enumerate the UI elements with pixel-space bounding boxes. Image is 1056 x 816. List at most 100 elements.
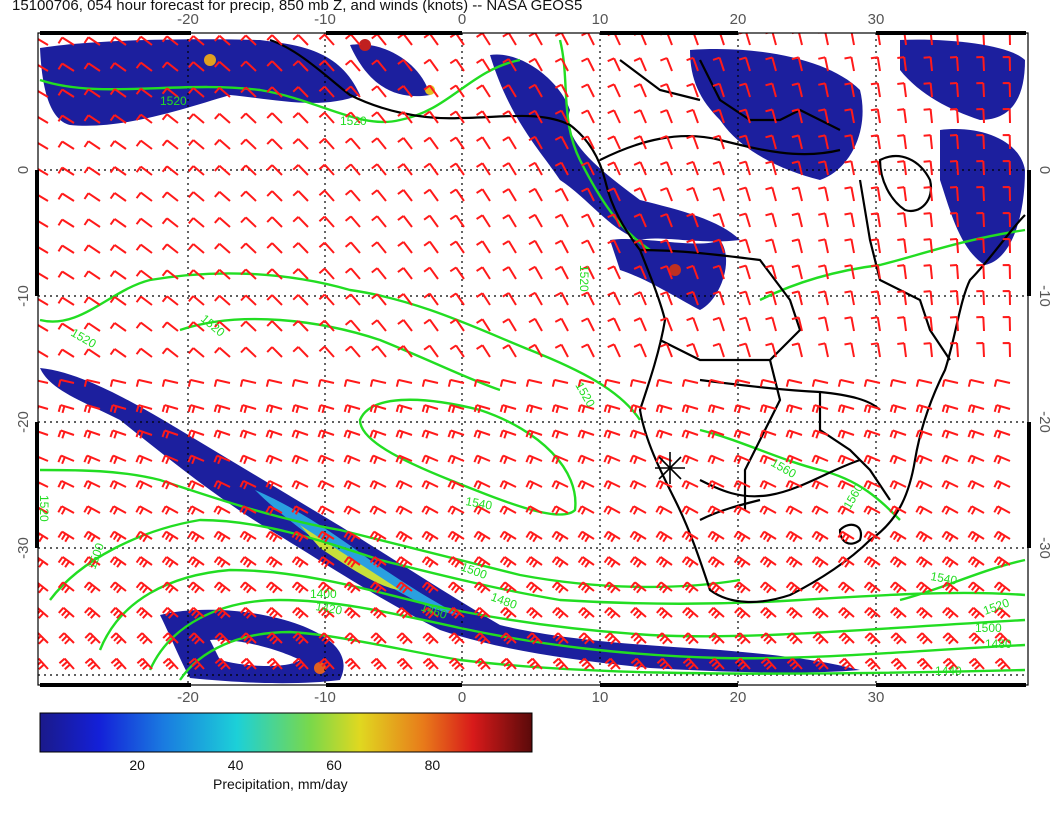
wind-barb	[968, 657, 985, 670]
wind-barb	[759, 404, 777, 414]
wind-barb	[499, 454, 517, 465]
wind-barb	[967, 378, 985, 387]
wind-barb	[397, 293, 413, 306]
wind-barb	[733, 530, 751, 543]
wind-barb	[397, 345, 413, 358]
wind-barb	[897, 290, 907, 306]
wind-barb	[837, 378, 855, 387]
wind-barb	[949, 82, 959, 98]
wind-barb	[239, 530, 257, 543]
contour-label: 1520	[340, 114, 367, 128]
lon-tick-label-bottom: 30	[868, 689, 885, 706]
wind-barb	[421, 454, 439, 465]
wind-barb	[604, 606, 621, 619]
wind-barb	[499, 479, 517, 490]
wind-barb	[525, 429, 543, 439]
wind-barb	[318, 59, 335, 72]
wind-barb	[915, 404, 933, 414]
wind-barb	[135, 35, 153, 46]
wind-barb	[889, 404, 907, 414]
wind-barb	[292, 86, 309, 98]
wind-barb	[633, 343, 647, 358]
wind-barb	[786, 606, 803, 619]
wind-barb	[214, 294, 231, 306]
wind-barb	[266, 606, 283, 619]
wind-barb	[292, 657, 309, 670]
wind-barb	[786, 632, 803, 645]
wind-barb	[83, 270, 101, 280]
lat-tick-label-right: -10	[1036, 285, 1053, 307]
wind-barb	[733, 378, 751, 387]
wind-barb	[949, 186, 959, 202]
wind-barb	[109, 36, 127, 46]
wind-barb	[607, 317, 621, 332]
wind-barb	[785, 454, 803, 465]
wind-barb	[1002, 316, 1011, 332]
wind-barb	[759, 505, 777, 515]
wind-barb	[890, 632, 907, 645]
wind-barb	[371, 163, 387, 176]
wind-barb	[161, 530, 179, 543]
wind-barb	[318, 215, 335, 228]
wind-barb	[528, 33, 543, 46]
wind-barb	[916, 657, 933, 670]
wind-barb	[188, 632, 205, 645]
wind-barb	[476, 318, 491, 332]
wind-barb	[422, 657, 439, 670]
wind-barb	[161, 217, 179, 228]
wind-barb	[109, 378, 127, 387]
wind-barb	[733, 581, 751, 594]
wind-barb	[343, 454, 361, 465]
wind-barb	[449, 162, 465, 176]
wind-barb	[889, 530, 907, 543]
wind-barb	[581, 187, 595, 202]
wind-barb	[499, 505, 517, 515]
wind-barb	[265, 404, 283, 414]
wind-barb	[942, 632, 959, 645]
wind-barb	[214, 190, 231, 202]
wind-barb	[993, 556, 1011, 568]
wind-barb	[525, 530, 543, 543]
lon-tick-label-top: 30	[868, 11, 885, 28]
wind-barb	[785, 505, 803, 515]
wind-barb	[502, 266, 517, 280]
wind-barb	[135, 139, 153, 150]
contour-label: 1520	[572, 380, 598, 410]
wind-barb	[915, 581, 933, 594]
wind-barb	[38, 581, 49, 594]
coastlines	[269, 38, 1026, 603]
wind-barb	[655, 378, 673, 387]
colorbar-tick-label: 60	[326, 757, 342, 773]
wind-barb	[526, 632, 543, 645]
wind-barb	[109, 140, 127, 150]
wind-barb	[502, 292, 517, 306]
wind-barb	[554, 83, 569, 98]
wind-barb	[525, 556, 543, 568]
wind-barb	[423, 58, 439, 72]
wind-barb	[502, 33, 517, 46]
wind-barb	[897, 82, 907, 98]
wind-barb	[581, 33, 595, 46]
wind-barb	[395, 581, 413, 594]
wind-barb	[581, 57, 595, 72]
wind-barb	[712, 212, 725, 228]
wind-barb	[844, 290, 855, 306]
wind-barb	[844, 160, 855, 176]
wind-barb	[765, 264, 777, 280]
wind-barb	[525, 404, 543, 414]
wind-barb	[57, 166, 75, 176]
wind-barb	[266, 60, 283, 72]
wind-barb	[844, 186, 855, 202]
wind-barb	[863, 479, 881, 490]
wind-barb	[500, 606, 517, 619]
wind-barb	[811, 530, 829, 543]
wind-barb	[136, 606, 153, 619]
wind-barb	[502, 318, 517, 332]
wind-barb	[818, 342, 829, 358]
wind-barb	[447, 556, 465, 568]
wind-barb	[187, 454, 205, 465]
wind-barb	[708, 606, 725, 619]
wind-barb	[577, 404, 595, 414]
wind-barb	[83, 581, 101, 594]
wind-barb	[188, 191, 205, 202]
